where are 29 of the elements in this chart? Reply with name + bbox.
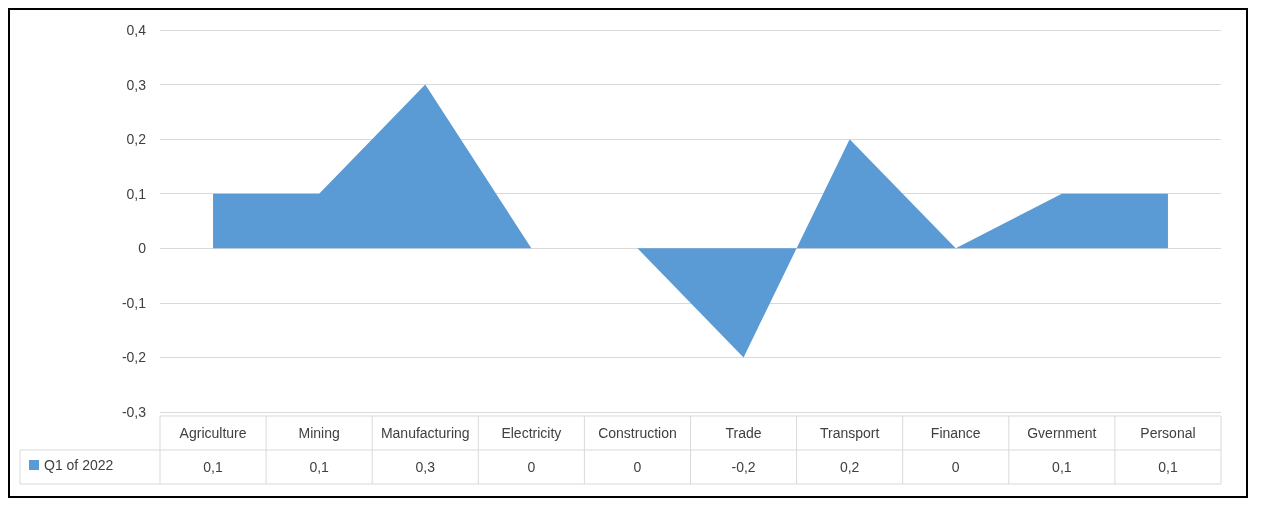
y-tick-label: -0,2 — [121, 349, 147, 366]
x-tick-label: Trade — [725, 425, 762, 441]
y-tick-label: -0,1 — [121, 294, 147, 311]
data-label: 0,1 — [309, 459, 330, 475]
data-label: 0,1 — [1052, 459, 1072, 475]
y-tick-label: -0,3 — [121, 404, 147, 420]
x-tick-label: Construction — [598, 425, 677, 441]
legend-label: Q1 of 2022 — [44, 457, 114, 473]
data-label: 0 — [951, 459, 960, 475]
data-label: -0,2 — [731, 459, 756, 475]
x-tick-label: Finance — [930, 425, 981, 441]
data-label: 0 — [633, 459, 642, 475]
y-tick-label: 0,2 — [126, 131, 147, 148]
x-tick-label: Manufacturing — [380, 425, 470, 441]
data-label: 0,1 — [203, 459, 223, 475]
data-label: 0,3 — [415, 459, 436, 475]
data-label: 0,1 — [1158, 459, 1178, 475]
y-tick-label: 0 — [138, 240, 147, 257]
x-tick-label: Mining — [298, 425, 340, 441]
x-tick-label: Electricity — [501, 425, 562, 441]
data-label: 0 — [527, 459, 536, 475]
data-label: 0,2 — [839, 459, 860, 475]
x-tick-label: Personal — [1140, 425, 1196, 441]
x-tick-label: Agriculture — [179, 425, 247, 441]
y-tick-label: 0,1 — [126, 185, 147, 202]
x-tick-label: Gvernment — [1027, 425, 1097, 441]
y-tick-label: 0,4 — [126, 22, 147, 38]
y-tick-label: 0,3 — [126, 76, 147, 93]
x-tick-label: Transport — [819, 425, 880, 441]
